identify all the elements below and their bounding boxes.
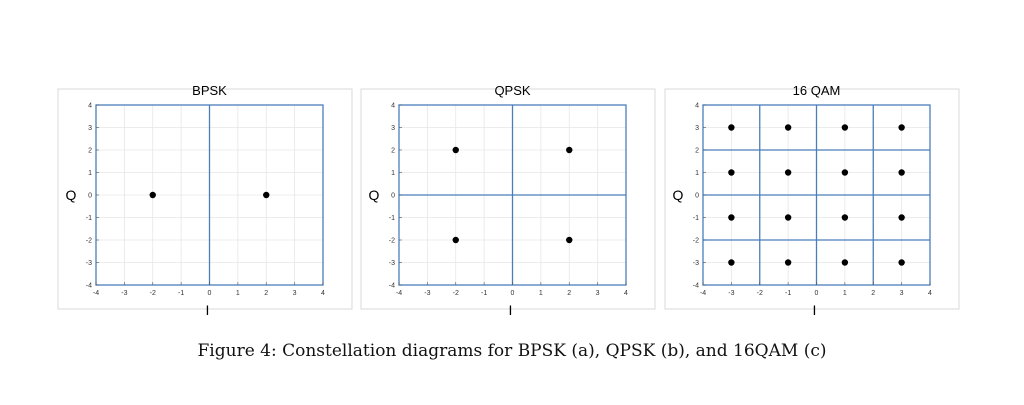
figure-caption: Figure 4: Constellation diagrams for BPS…	[197, 341, 827, 361]
constellation-point	[784, 259, 792, 266]
x-tick-label: 2	[264, 290, 268, 297]
y-tick-label: 4	[88, 103, 92, 110]
panel-title: BPSK	[192, 83, 227, 98]
constellation-point	[898, 259, 905, 266]
x-tick-label: -2	[150, 290, 156, 297]
y-tick-label: 1	[391, 170, 395, 177]
x-tick-label: 1	[539, 290, 543, 297]
chart-panel-3: -4 -3 -2 -1 0 1 2 3 4 -4 -3 -2 -1 0 1 2 3 4 16 QAM I Q	[664, 83, 960, 318]
x-tick-label: -2	[453, 290, 459, 297]
y-tick-label: -1	[86, 215, 92, 222]
y-tick-label: 0	[88, 193, 92, 200]
panel-title: 16 QAM	[793, 83, 841, 98]
y-tick-label: 0	[695, 193, 699, 200]
x-tick-label: 2	[871, 290, 875, 297]
x-tick-label: 3	[596, 290, 600, 297]
x-tick-label: -1	[178, 290, 184, 297]
y-tick-label: -1	[389, 215, 395, 222]
x-tick-label: 3	[900, 290, 904, 297]
y-tick-label: 1	[88, 170, 92, 177]
y-axis-label: Q	[369, 187, 380, 203]
x-tick-label: -4	[93, 290, 99, 297]
x-tick-label: 0	[511, 290, 515, 297]
y-tick-label: -1	[693, 215, 699, 222]
x-tick-label: 4	[321, 290, 325, 297]
y-tick-label: -4	[693, 283, 699, 290]
x-tick-label: -3	[121, 290, 127, 297]
y-tick-label: 3	[391, 125, 395, 132]
x-tick-label: 4	[928, 290, 932, 297]
y-tick-label: 3	[88, 125, 92, 132]
y-tick-label: -2	[693, 238, 699, 245]
constellation-point	[452, 236, 459, 244]
y-tick-label: 2	[88, 148, 92, 155]
constellation-point	[784, 169, 792, 176]
y-axis-label: Q	[673, 187, 684, 203]
y-tick-label: 1	[695, 170, 699, 177]
x-tick-label: 1	[843, 290, 847, 297]
y-tick-label: 2	[391, 148, 395, 155]
constellation-point	[898, 214, 905, 221]
x-tick-label: -3	[728, 290, 734, 297]
y-tick-label: -2	[86, 238, 92, 245]
constellation-point	[841, 169, 849, 176]
constellation-point	[841, 259, 849, 266]
x-axis-label: I	[206, 302, 210, 318]
y-tick-label: -4	[86, 283, 92, 290]
chart-panel-2: -4 -3 -2 -1 0 1 2 3 4 -4 -3 -2 -1 0 1 2 3 4 QPSK I Q	[360, 83, 656, 318]
constellation-point	[841, 124, 849, 131]
y-tick-label: -3	[389, 260, 395, 267]
x-tick-label: -1	[481, 290, 487, 297]
x-axis-label: I	[813, 302, 817, 318]
panel-title: QPSK	[494, 83, 530, 98]
panel-border	[664, 88, 960, 310]
constellation-point	[728, 169, 735, 176]
y-axis-label: Q	[66, 187, 77, 203]
y-tick-label: 0	[391, 193, 395, 200]
constellation-point	[452, 146, 459, 154]
x-tick-label: 0	[208, 290, 212, 297]
constellation-point	[566, 236, 573, 244]
x-tick-label: 3	[293, 290, 297, 297]
y-tick-label: -3	[86, 260, 92, 267]
y-tick-label: -3	[693, 260, 699, 267]
x-tick-label: -4	[396, 290, 402, 297]
x-tick-label: -3	[424, 290, 430, 297]
x-tick-label: -2	[757, 290, 763, 297]
x-tick-label: 4	[624, 290, 628, 297]
constellation-point	[784, 214, 792, 221]
constellation-point	[728, 214, 735, 221]
y-tick-label: 4	[695, 103, 699, 110]
constellation-point	[728, 124, 735, 131]
y-tick-label: 2	[695, 148, 699, 155]
y-tick-label: 3	[695, 125, 699, 132]
x-tick-label: 0	[815, 290, 819, 297]
y-tick-label: -4	[389, 283, 395, 290]
constellation-point	[898, 124, 905, 131]
constellation-point	[898, 169, 905, 176]
constellation-point	[841, 214, 849, 221]
chart-panel-1: -4 -3 -2 -1 0 1 2 3 4 -4 -3 -2 -1 0 1 2 3 4 BPSK I Q	[57, 83, 353, 318]
x-tick-label: 1	[236, 290, 240, 297]
y-tick-label: -2	[389, 238, 395, 245]
constellation-point	[784, 124, 792, 131]
constellation-point	[149, 191, 156, 199]
x-tick-label: -1	[785, 290, 791, 297]
x-tick-label: -4	[700, 290, 706, 297]
panel-border	[57, 88, 353, 310]
constellation-point	[263, 191, 270, 199]
x-tick-label: 2	[567, 290, 571, 297]
x-axis-label: I	[509, 302, 513, 318]
panel-border	[360, 88, 656, 310]
constellation-point	[566, 146, 573, 154]
constellation-point	[728, 259, 735, 266]
y-tick-label: 4	[391, 103, 395, 110]
